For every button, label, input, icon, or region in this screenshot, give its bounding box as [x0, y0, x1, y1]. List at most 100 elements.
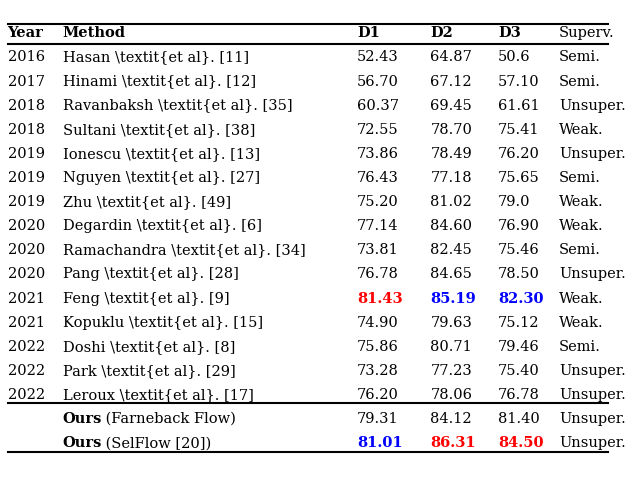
Text: 81.01: 81.01	[357, 436, 403, 450]
Text: 64.87: 64.87	[431, 51, 472, 64]
Text: (Farneback Flow): (Farneback Flow)	[101, 412, 235, 426]
Text: 57.10: 57.10	[498, 74, 540, 88]
Text: 79.0: 79.0	[498, 195, 530, 209]
Text: Unsuper.: Unsuper.	[559, 99, 626, 113]
Text: 2022: 2022	[8, 340, 45, 354]
Text: Unsuper.: Unsuper.	[559, 388, 626, 402]
Text: 78.50: 78.50	[498, 267, 540, 281]
Text: 84.65: 84.65	[431, 267, 472, 281]
Text: Weak.: Weak.	[559, 195, 604, 209]
Text: Ravanbaksh \textit{et al}. [35]: Ravanbaksh \textit{et al}. [35]	[63, 99, 292, 113]
Text: Ours: Ours	[63, 412, 102, 426]
Text: 2019: 2019	[8, 195, 45, 209]
Text: Method: Method	[63, 26, 126, 40]
Text: 76.20: 76.20	[498, 147, 540, 161]
Text: Ionescu \textit{et al}. [13]: Ionescu \textit{et al}. [13]	[63, 147, 260, 161]
Text: 81.43: 81.43	[357, 292, 403, 306]
Text: Hasan \textit{et al}. [11]: Hasan \textit{et al}. [11]	[63, 51, 249, 64]
Text: Weak.: Weak.	[559, 219, 604, 233]
Text: Zhu \textit{et al}. [49]: Zhu \textit{et al}. [49]	[63, 195, 231, 209]
Text: 84.12: 84.12	[431, 412, 472, 426]
Text: Doshi \textit{et al}. [8]: Doshi \textit{et al}. [8]	[63, 340, 235, 354]
Text: 75.86: 75.86	[357, 340, 399, 354]
Text: Semi.: Semi.	[559, 244, 601, 257]
Text: 75.40: 75.40	[498, 364, 540, 378]
Text: Semi.: Semi.	[559, 340, 601, 354]
Text: 78.49: 78.49	[431, 147, 472, 161]
Text: 79.63: 79.63	[431, 315, 472, 330]
Text: 78.06: 78.06	[431, 388, 473, 402]
Text: Semi.: Semi.	[559, 74, 601, 88]
Text: 77.18: 77.18	[431, 171, 472, 185]
Text: 76.90: 76.90	[498, 219, 540, 233]
Text: 2018: 2018	[8, 99, 45, 113]
Text: 76.78: 76.78	[498, 388, 540, 402]
Text: Degardin \textit{et al}. [6]: Degardin \textit{et al}. [6]	[63, 219, 262, 233]
Text: 84.60: 84.60	[431, 219, 473, 233]
Text: Ours: Ours	[63, 436, 102, 450]
Text: Unsuper.: Unsuper.	[559, 412, 626, 426]
Text: D1: D1	[357, 26, 380, 40]
Text: 75.12: 75.12	[498, 315, 539, 330]
Text: Semi.: Semi.	[559, 171, 601, 185]
Text: 75.41: 75.41	[498, 123, 539, 137]
Text: 78.70: 78.70	[431, 123, 472, 137]
Text: 2019: 2019	[8, 171, 45, 185]
Text: Feng \textit{et al}. [9]: Feng \textit{et al}. [9]	[63, 292, 229, 306]
Text: Unsuper.: Unsuper.	[559, 267, 626, 281]
Text: 76.43: 76.43	[357, 171, 399, 185]
Text: 79.31: 79.31	[357, 412, 399, 426]
Text: Unsuper.: Unsuper.	[559, 436, 626, 450]
Text: Weak.: Weak.	[559, 123, 604, 137]
Text: 73.28: 73.28	[357, 364, 399, 378]
Text: Semi.: Semi.	[559, 51, 601, 64]
Text: 76.20: 76.20	[357, 388, 399, 402]
Text: Year: Year	[8, 26, 43, 40]
Text: D3: D3	[498, 26, 521, 40]
Text: 74.90: 74.90	[357, 315, 399, 330]
Text: Unsuper.: Unsuper.	[559, 364, 626, 378]
Text: Nguyen \textit{et al}. [27]: Nguyen \textit{et al}. [27]	[63, 171, 260, 185]
Text: 72.55: 72.55	[357, 123, 399, 137]
Text: 2022: 2022	[8, 388, 45, 402]
Text: Ramachandra \textit{et al}. [34]: Ramachandra \textit{et al}. [34]	[63, 244, 306, 257]
Text: 67.12: 67.12	[431, 74, 472, 88]
Text: 60.37: 60.37	[357, 99, 399, 113]
Text: 75.20: 75.20	[357, 195, 399, 209]
Text: 84.50: 84.50	[498, 436, 544, 450]
Text: 76.78: 76.78	[357, 267, 399, 281]
Text: 56.70: 56.70	[357, 74, 399, 88]
Text: (SelFlow [20]): (SelFlow [20])	[101, 436, 211, 450]
Text: 52.43: 52.43	[357, 51, 399, 64]
Text: 2016: 2016	[8, 51, 45, 64]
Text: 80.71: 80.71	[431, 340, 472, 354]
Text: 61.61: 61.61	[498, 99, 540, 113]
Text: 2022: 2022	[8, 364, 45, 378]
Text: Pang \textit{et al}. [28]: Pang \textit{et al}. [28]	[63, 267, 239, 281]
Text: 2020: 2020	[8, 267, 45, 281]
Text: 81.40: 81.40	[498, 412, 540, 426]
Text: 75.65: 75.65	[498, 171, 540, 185]
Text: 77.23: 77.23	[431, 364, 472, 378]
Text: D2: D2	[431, 26, 454, 40]
Text: 2021: 2021	[8, 315, 45, 330]
Text: Superv.: Superv.	[559, 26, 615, 40]
Text: Park \textit{et al}. [29]: Park \textit{et al}. [29]	[63, 364, 235, 378]
Text: 73.81: 73.81	[357, 244, 399, 257]
Text: 82.45: 82.45	[431, 244, 472, 257]
Text: 75.46: 75.46	[498, 244, 540, 257]
Text: Hinami \textit{et al}. [12]: Hinami \textit{et al}. [12]	[63, 74, 256, 88]
Text: 2018: 2018	[8, 123, 45, 137]
Text: Kopuklu \textit{et al}. [15]: Kopuklu \textit{et al}. [15]	[63, 315, 263, 330]
Text: 2020: 2020	[8, 244, 45, 257]
Text: 85.19: 85.19	[431, 292, 476, 306]
Text: 81.02: 81.02	[431, 195, 472, 209]
Text: Leroux \textit{et al}. [17]: Leroux \textit{et al}. [17]	[63, 388, 253, 402]
Text: 2019: 2019	[8, 147, 45, 161]
Text: 2021: 2021	[8, 292, 45, 306]
Text: 86.31: 86.31	[431, 436, 476, 450]
Text: Sultani \textit{et al}. [38]: Sultani \textit{et al}. [38]	[63, 123, 255, 137]
Text: Weak.: Weak.	[559, 292, 604, 306]
Text: 77.14: 77.14	[357, 219, 398, 233]
Text: Unsuper.: Unsuper.	[559, 147, 626, 161]
